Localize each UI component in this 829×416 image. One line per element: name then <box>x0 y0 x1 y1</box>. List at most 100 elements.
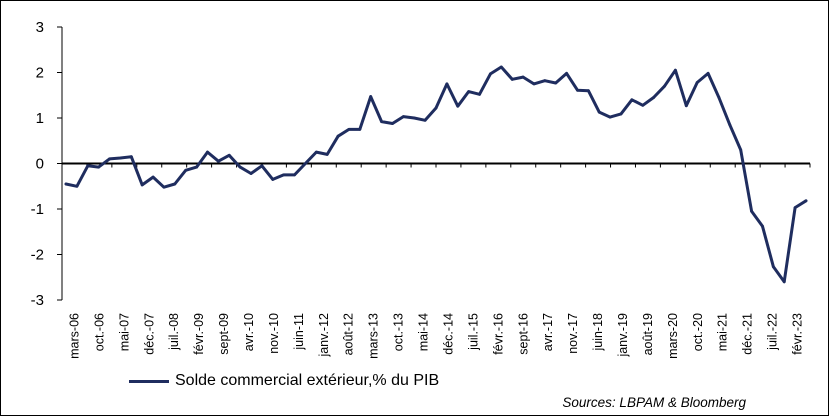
data-point <box>706 72 710 75</box>
data-point <box>499 65 503 69</box>
x-tick-label: nov.-10 <box>267 313 281 354</box>
x-tick-label: août-12 <box>342 313 356 355</box>
x-tick-label: juin-11 <box>292 313 306 351</box>
data-point <box>140 183 144 187</box>
data-point <box>456 104 460 108</box>
data-point <box>489 72 492 76</box>
data-point <box>684 104 688 108</box>
data-point <box>358 127 362 131</box>
legend-label: Solde commercial extérieur,% du PIB <box>175 372 440 389</box>
x-tick-label: juil.-22 <box>766 313 780 351</box>
data-point <box>108 157 111 161</box>
x-tick-label: déc.-14 <box>441 313 455 355</box>
x-tick-label: mars-13 <box>367 313 381 359</box>
y-tick-label: -1 <box>31 201 44 218</box>
data-point <box>195 165 198 169</box>
data-point <box>641 103 645 107</box>
data-point <box>75 184 79 188</box>
data-point <box>238 165 242 169</box>
data-point <box>336 134 340 138</box>
y-tick-label: 2 <box>36 65 44 82</box>
data-point <box>771 265 775 269</box>
x-tick-label: mars-20 <box>666 313 680 359</box>
x-tick-label: mai-07 <box>117 313 131 351</box>
data-point <box>663 84 666 88</box>
data-point <box>467 90 471 94</box>
data-point <box>423 118 427 122</box>
x-tick-label: janv.-19 <box>616 313 630 358</box>
data-point <box>162 185 166 189</box>
x-tick-label: sept-16 <box>516 313 530 355</box>
x-tick-label: mars-06 <box>67 313 81 359</box>
data-point <box>739 148 743 152</box>
x-tick-label: déc.-07 <box>142 313 156 355</box>
data-point <box>369 95 373 99</box>
x-tick-label: nov.-17 <box>566 313 580 354</box>
data-point <box>325 153 329 156</box>
series-line <box>64 65 808 284</box>
data-point <box>119 156 122 160</box>
data-point <box>282 173 286 177</box>
data-point <box>565 72 568 75</box>
x-tick-label: févr.-09 <box>192 313 206 355</box>
data-point <box>129 155 133 159</box>
data-point <box>151 175 155 179</box>
legend: Solde commercial extérieur,% du PIB <box>129 372 439 390</box>
x-tick-label: août-19 <box>641 313 655 355</box>
data-point <box>630 98 634 102</box>
data-point <box>206 150 209 154</box>
data-point <box>521 75 525 79</box>
data-point <box>761 224 764 228</box>
data-point <box>227 153 231 157</box>
data-point <box>510 77 514 81</box>
data-point <box>347 127 351 131</box>
x-tick-label: juil.-08 <box>167 313 181 351</box>
data-point <box>184 168 188 172</box>
data-point <box>804 199 808 203</box>
data-point <box>434 106 438 110</box>
data-point <box>293 173 296 177</box>
data-point <box>619 112 623 116</box>
source-note: Sources: LBPAM & Bloomberg <box>562 395 746 410</box>
data-point <box>717 96 721 99</box>
data-point <box>576 88 579 92</box>
data-point <box>391 122 394 125</box>
data-point <box>782 280 786 284</box>
data-point <box>750 209 753 213</box>
data-point <box>271 178 275 181</box>
x-tick-label: mai-14 <box>417 313 431 351</box>
data-point <box>532 82 536 86</box>
x-tick-label: mai-21 <box>716 313 730 351</box>
x-tick-label: févr.-23 <box>791 313 805 355</box>
x-tick-label: févr.-16 <box>491 313 505 355</box>
data-point <box>793 206 797 210</box>
y-tick-label: 0 <box>36 156 44 173</box>
y-tick-label: 3 <box>36 19 44 36</box>
y-tick-label: -3 <box>31 292 44 309</box>
data-point <box>478 92 481 96</box>
data-point <box>543 79 547 83</box>
data-point <box>608 115 612 119</box>
data-point <box>64 182 68 186</box>
data-point <box>216 159 220 163</box>
x-tick-label: déc.-21 <box>741 313 755 355</box>
data-point <box>380 120 383 124</box>
x-tick-label: sept-09 <box>217 313 231 355</box>
x-tick-label: avr.-17 <box>541 313 555 351</box>
data-point <box>304 162 307 165</box>
data-point <box>728 123 732 127</box>
data-point <box>445 82 449 86</box>
x-tick-label: juil.-15 <box>466 313 480 351</box>
data-point <box>314 150 318 154</box>
x-tick-label: avr.-10 <box>242 313 256 351</box>
data-point <box>695 81 699 84</box>
x-tick-label: oct.-13 <box>392 313 406 351</box>
x-tick-label: juin-18 <box>591 313 605 352</box>
y-tick-label: 1 <box>36 110 44 127</box>
data-point <box>412 116 416 120</box>
data-point <box>597 110 601 114</box>
data-point <box>674 68 677 72</box>
legend-line-swatch <box>129 379 169 383</box>
